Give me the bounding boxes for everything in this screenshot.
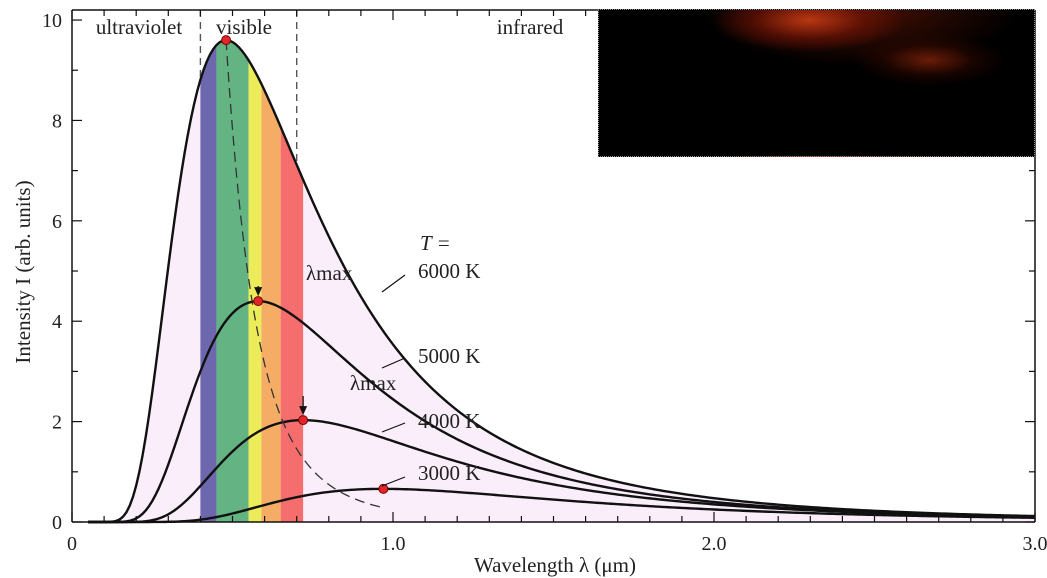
x-axis-title: Wavelength λ (μm)	[474, 553, 636, 577]
fill-layer	[88, 40, 1036, 523]
peak-marker-6000k	[221, 35, 232, 46]
region-label-ultraviolet: ultraviolet	[96, 15, 182, 39]
area-under-curve	[88, 40, 1036, 523]
visible-band-5	[280, 126, 304, 523]
series-leader-line	[381, 422, 406, 433]
series-leader-line	[381, 357, 406, 369]
region-label-infrared: infrared	[497, 15, 564, 39]
lambda-max-arrowhead	[254, 287, 263, 297]
curve-3000k	[88, 487, 1036, 524]
labels: Wavelength λ (μm) Intensity I (arb. unit…	[11, 10, 1047, 577]
region-label-visible: visible	[216, 15, 272, 39]
x-tick-label: 2.0	[702, 533, 727, 555]
y-axis-title: Intensity I (arb. units)	[11, 180, 35, 363]
y-tick-label: 4	[52, 311, 62, 333]
x-tick-label: 0	[67, 533, 77, 555]
region-dividers	[199, 10, 298, 163]
peak-marker-5000k	[253, 296, 264, 307]
curve-6000k	[88, 38, 1036, 524]
y-tick-label: 8	[52, 110, 62, 132]
peak-marker-3000k	[378, 483, 389, 494]
series-label-6000k: 6000 K	[418, 259, 480, 283]
photo-inset	[598, 9, 1035, 157]
peak-marker-4000k	[298, 415, 309, 426]
lambda-max-label: λmax	[350, 371, 397, 395]
visible-band-2	[216, 40, 249, 523]
series-label-4000k: 4000 K	[418, 409, 480, 433]
series-label-5000k: 5000 K	[418, 344, 480, 368]
lambda-max-arrowhead	[299, 406, 308, 416]
visible-band-3	[248, 60, 262, 522]
y-tick-label: 2	[52, 412, 62, 434]
visible-band-1	[200, 45, 217, 523]
temperature-prefix: T =	[420, 231, 451, 255]
y-tick-label: 10	[42, 10, 62, 32]
series-label-3000k: 3000 K	[418, 461, 480, 485]
curve-4000k	[88, 418, 1036, 524]
lambda-max-label: λmax	[306, 261, 353, 285]
y-tick-label: 0	[52, 512, 62, 534]
x-tick-label: 1.0	[381, 533, 406, 555]
series-leader-line	[381, 476, 406, 487]
wien-locus	[225, 40, 381, 508]
x-tick-label: 3.0	[1023, 533, 1047, 555]
series-leader-line	[381, 274, 406, 293]
visible-bands	[200, 40, 304, 523]
y-tick-label: 6	[52, 211, 62, 233]
curves	[88, 35, 1036, 524]
